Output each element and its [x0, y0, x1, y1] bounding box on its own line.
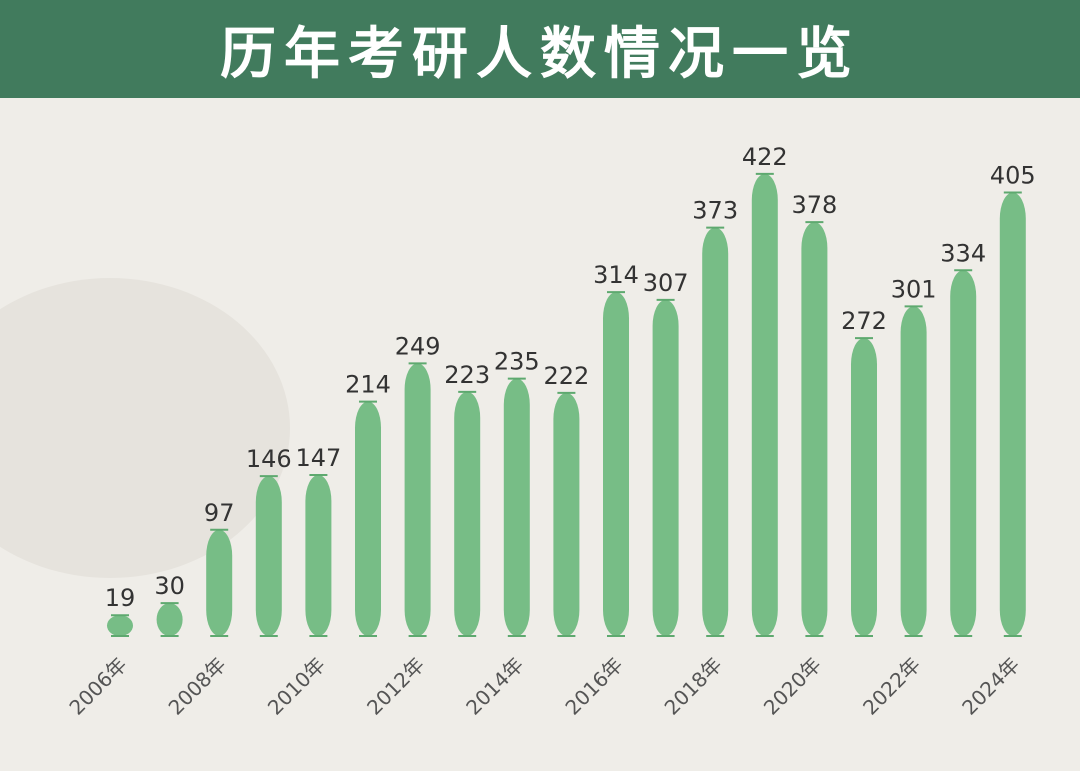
bar: [206, 529, 233, 636]
data-label: 272: [841, 307, 887, 335]
bar-group: 222: [543, 362, 589, 637]
x-tick-label: 2008年: [164, 653, 231, 720]
bar: [553, 392, 580, 636]
bar: [603, 292, 629, 636]
data-label: 147: [295, 444, 341, 472]
data-label: 422: [742, 143, 788, 171]
bar-group: 214: [345, 371, 391, 637]
x-tick-label: 2020年: [759, 653, 826, 720]
x-tick-label: 2022年: [858, 653, 925, 720]
data-label: 214: [345, 371, 391, 399]
data-label: 19: [105, 584, 136, 612]
data-label: 30: [154, 572, 185, 600]
data-label: 223: [444, 361, 490, 389]
bar: [107, 615, 133, 636]
data-label: 97: [204, 499, 235, 527]
bar: [950, 270, 977, 636]
data-label: 334: [940, 239, 986, 267]
bar: [255, 476, 282, 636]
x-tick-label: 2006年: [64, 653, 131, 720]
data-label: 405: [990, 162, 1036, 190]
bar: [305, 475, 332, 636]
x-tick-label: 2014年: [461, 653, 528, 720]
data-label: 249: [395, 332, 441, 360]
data-label: 314: [593, 261, 639, 289]
bar: [801, 222, 828, 636]
bar: [503, 378, 530, 636]
bar: [156, 603, 183, 636]
title-banner: 历年考研人数情况一览: [0, 0, 1080, 98]
bar: [652, 299, 679, 636]
bar: [900, 306, 927, 636]
data-label: 146: [246, 445, 292, 473]
data-label: 235: [494, 348, 540, 376]
bar: [851, 338, 877, 636]
background-wash: [0, 278, 290, 578]
data-label: 373: [692, 197, 738, 225]
data-label: 301: [891, 275, 937, 303]
bar: [404, 363, 431, 636]
bar: [454, 391, 481, 636]
data-label: 378: [791, 191, 837, 219]
bar-group: 422: [742, 143, 788, 637]
bar: [999, 192, 1026, 636]
bar: [355, 401, 381, 636]
x-tick-label: 2012年: [362, 653, 429, 720]
chart-title: 历年考研人数情况一览: [220, 21, 860, 87]
bar-group: 334: [940, 239, 986, 637]
bar-group: 19 2006年: [64, 584, 135, 719]
bar-group: 30: [154, 572, 185, 637]
bar: [751, 173, 778, 636]
bar-group: 272: [841, 307, 887, 637]
x-tick-label: 2018年: [660, 653, 727, 720]
x-tick-label: 2016年: [560, 653, 627, 720]
data-label: 222: [543, 362, 589, 390]
chart-area: 19 2006年 30 97 2008年 146 147 2010年 214 249 2012年 22…: [0, 98, 1080, 771]
bar: [702, 227, 729, 636]
x-tick-label: 2010年: [263, 653, 330, 720]
bar-group: 307: [643, 269, 689, 637]
data-label: 307: [643, 269, 689, 297]
x-tick-label: 2024年: [957, 653, 1024, 720]
bar-group: 146: [246, 445, 292, 637]
bar-group: 223: [444, 361, 490, 637]
